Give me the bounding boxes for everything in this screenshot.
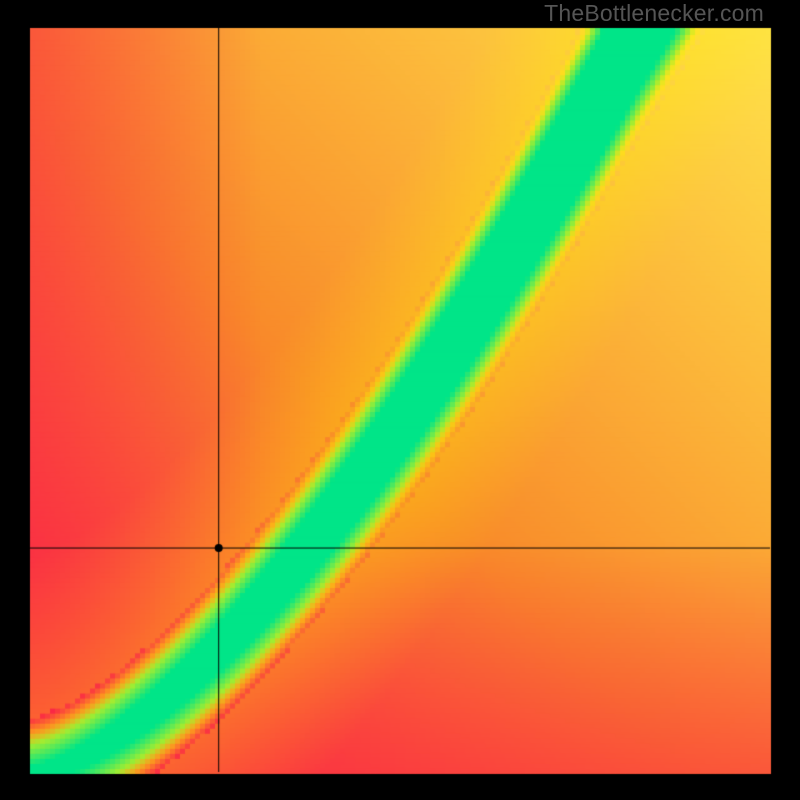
watermark-text: TheBottlenecker.com <box>544 0 764 27</box>
bottleneck-heatmap <box>0 0 800 800</box>
